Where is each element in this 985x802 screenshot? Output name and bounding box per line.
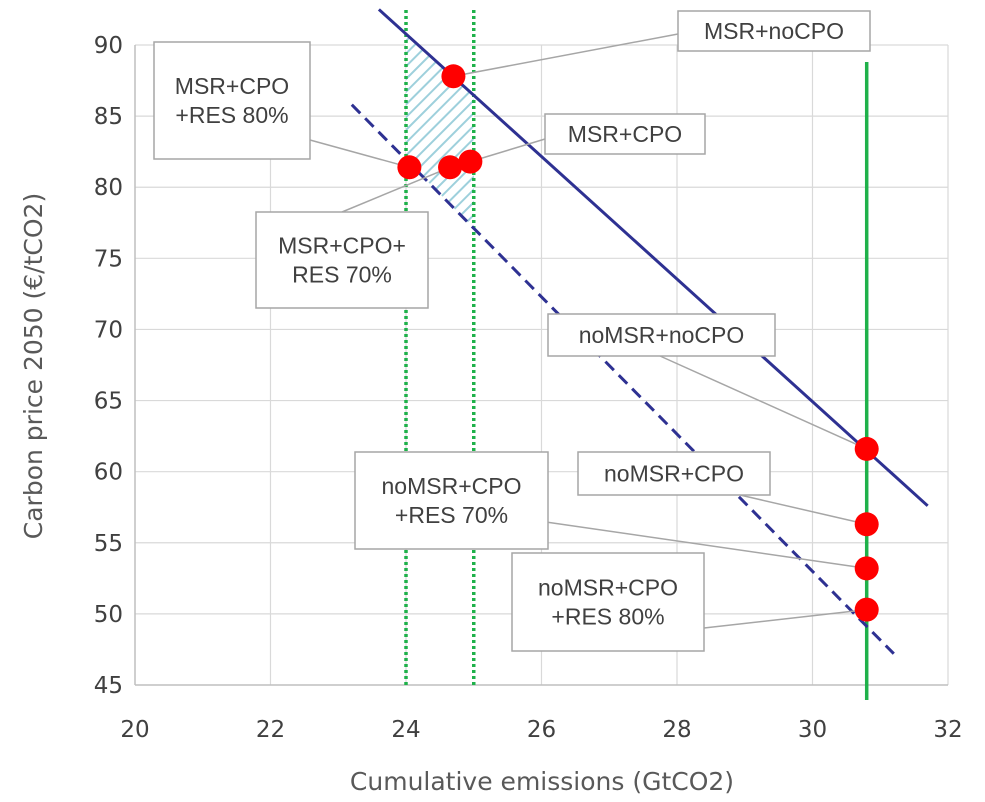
label-leaders (309, 33, 868, 629)
label-leader (309, 139, 410, 169)
data-point (854, 556, 879, 581)
point-label-text: noMSR+CPO (538, 575, 678, 601)
x-tick-label: 30 (798, 717, 827, 743)
point-label-text: MSR+CPO+ (278, 233, 406, 259)
point-label-box (547, 313, 776, 357)
dashed-trend-line (350, 103, 895, 655)
label-leader (470, 138, 546, 163)
point-label-text: +RES 80% (175, 102, 288, 128)
point-label-box (577, 451, 771, 496)
label-leader (531, 519, 867, 570)
label-leader (341, 166, 451, 213)
point-label-text: noMSR+CPO (604, 461, 744, 487)
point-label-text: noMSR+noCPO (579, 322, 745, 348)
y-tick-label: 90 (94, 33, 123, 59)
x-tick-label: 20 (120, 717, 149, 743)
point-label-box (544, 113, 706, 155)
axes: 20 22 24 26 28 30 32 45 50 55 60 65 70 75 80 85 90 (94, 33, 963, 743)
x-axis-title: Cumulative emissions (GtCO2) (350, 767, 734, 796)
trend-lines (350, 8, 929, 700)
y-tick-label: 55 (94, 531, 123, 557)
data-point (441, 64, 466, 89)
point-label-box (511, 552, 705, 652)
label-leader (703, 608, 867, 629)
x-tick-label: 28 (662, 717, 691, 743)
data-point (438, 155, 463, 180)
y-tick-label: 50 (94, 602, 123, 628)
point-label-text: +RES 70% (395, 502, 508, 528)
y-tick-label: 85 (94, 104, 123, 130)
y-tick-label: 70 (94, 317, 123, 343)
x-tick-label: 26 (527, 717, 556, 743)
point-label-text: noMSR+CPO (382, 473, 522, 499)
point-label-box (153, 41, 311, 160)
solid-trend-line (377, 8, 929, 507)
data-point (854, 436, 879, 461)
point-label-text: MSR+noCPO (704, 18, 844, 44)
data-points (397, 64, 879, 622)
data-point (397, 155, 422, 180)
point-label-text: MSR+CPO (568, 121, 682, 147)
data-point (854, 597, 879, 622)
y-tick-label: 45 (94, 673, 123, 699)
y-tick-label: 65 (94, 389, 123, 415)
y-axis-title: Carbon price 2050 (€/tCO2) (19, 193, 48, 539)
data-point (854, 512, 879, 537)
y-tick-label: 80 (94, 175, 123, 201)
point-label-box (255, 211, 429, 309)
data-point (458, 149, 483, 174)
point-label-text: +RES 80% (551, 604, 664, 630)
point-label-box (677, 10, 871, 52)
y-tick-label: 75 (94, 246, 123, 272)
label-leader (659, 355, 868, 450)
y-tick-label: 60 (94, 460, 123, 486)
x-tick-label: 32 (933, 717, 962, 743)
label-leader (453, 33, 679, 78)
point-label-text: MSR+CPO (175, 73, 289, 99)
x-tick-label: 24 (391, 717, 420, 743)
point-label-text: RES 70% (292, 262, 392, 288)
label-leader (739, 494, 867, 526)
x-tick-label: 22 (256, 717, 285, 743)
point-label-box (354, 451, 549, 550)
